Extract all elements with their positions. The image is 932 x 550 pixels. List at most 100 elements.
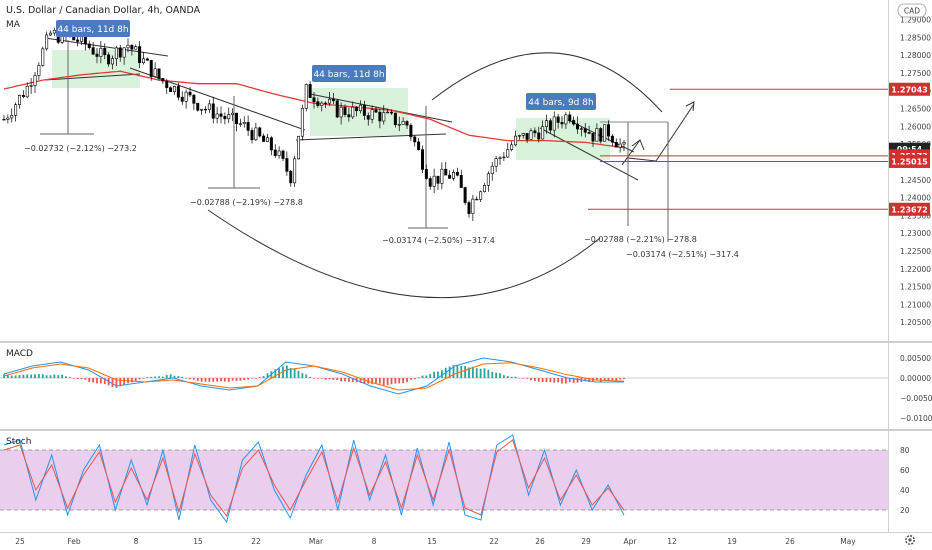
candle — [211, 96, 215, 124]
macd-histogram-bar — [549, 378, 552, 383]
candle — [48, 30, 52, 37]
macd-histogram-bar — [115, 378, 118, 388]
candle-body — [440, 168, 444, 184]
candle-body — [498, 157, 502, 159]
candle — [521, 132, 525, 139]
candle — [207, 99, 211, 113]
candle-body — [397, 124, 401, 126]
candle-body — [575, 123, 579, 130]
macd-histogram-bar — [80, 378, 83, 379]
macd-histogram-bar — [103, 378, 106, 385]
candle — [479, 190, 483, 203]
candle-body — [393, 112, 397, 126]
candle-body — [204, 108, 208, 111]
macd-histogram-bar — [150, 376, 153, 378]
candle-body — [17, 95, 21, 105]
macd-histogram-bar — [158, 376, 160, 378]
time-tick-label: 8 — [372, 537, 377, 546]
candle-body — [603, 124, 607, 142]
time-axis: 25 Feb 8 15 22 Mar 8 15 22 26 29 Apr 12 19 26 May — [15, 537, 856, 546]
macd-histogram-bar — [595, 378, 598, 381]
macd-histogram-bar — [49, 375, 52, 378]
candle-body — [351, 106, 355, 118]
candle-body — [320, 102, 324, 106]
stoch-tick-label: 40 — [900, 486, 910, 495]
candle-body — [41, 48, 45, 66]
candle-body — [475, 198, 479, 201]
arc-upper — [431, 52, 663, 113]
macd-histogram-bar — [611, 378, 614, 381]
macd-histogram-bar — [468, 367, 470, 378]
candle — [149, 60, 153, 81]
time-tick-label: 12 — [667, 537, 677, 546]
candle-body — [564, 114, 568, 125]
measure-label-4: −0.02788 (−2.21%) −278.8 — [584, 235, 697, 244]
price-tick-label: 1.21500 — [900, 283, 931, 292]
candle — [95, 48, 99, 64]
candle-body — [258, 127, 262, 137]
macd-histogram-bar — [76, 378, 79, 380]
candle — [397, 116, 401, 132]
candle-body — [506, 149, 510, 158]
macd-histogram-bar — [239, 378, 242, 381]
candle-body — [29, 85, 33, 87]
macd-histogram-bar — [588, 378, 591, 383]
candle — [192, 94, 196, 111]
candle-body — [568, 114, 572, 121]
gear-icon[interactable] — [905, 535, 915, 545]
candle-body — [335, 100, 339, 118]
candle — [269, 136, 273, 156]
price-tick-label: 1.23500 — [900, 211, 931, 220]
price-badge-text: 1.25015 — [891, 157, 928, 166]
macd-histogram-bar — [231, 378, 234, 381]
candle-body — [153, 68, 157, 77]
macd-tick-label: 0.00000 — [900, 374, 931, 383]
candle-body — [300, 107, 304, 137]
macd-histogram-bar — [344, 378, 346, 382]
time-tick-label: Apr — [624, 537, 638, 546]
trendline-1b — [44, 73, 141, 81]
candle-body — [265, 137, 269, 142]
candle — [490, 162, 494, 181]
candle — [304, 83, 308, 112]
price-badge: 1.25015 — [889, 154, 930, 168]
candle — [223, 112, 227, 125]
stoch-pane-label[interactable]: Stoch — [6, 437, 31, 447]
macd-histogram-bar — [165, 375, 168, 378]
macd-histogram-bar — [313, 378, 315, 379]
pattern-badge-2: 44 bars, 11d 8h — [312, 65, 386, 82]
candle — [471, 195, 475, 221]
price-tick-label: 1.29000 — [900, 16, 931, 25]
candle-body — [459, 174, 463, 188]
ma-indicator-label[interactable]: MA — [6, 20, 21, 30]
candle-body — [103, 47, 107, 56]
price-tick-label: 1.28000 — [900, 51, 931, 60]
macd-histogram-bar — [278, 368, 281, 378]
candle-body — [52, 30, 56, 34]
stoch-d-line — [3, 439, 625, 518]
macd-histogram-bar — [526, 378, 529, 379]
candle-body — [370, 109, 374, 120]
macd-pane-label[interactable]: MACD — [6, 349, 33, 359]
candle — [265, 133, 269, 142]
macd-histogram-bar — [336, 378, 339, 381]
candle-body — [548, 120, 552, 131]
candle-body — [339, 106, 343, 118]
price-badge-bg — [889, 154, 930, 168]
candle-body — [254, 127, 258, 141]
macd-histogram-bar — [266, 373, 269, 378]
time-tick-label: 15 — [193, 537, 203, 546]
macd-histogram-bar — [285, 365, 288, 378]
candle-body — [510, 144, 514, 150]
macd-histogram-bar — [41, 374, 44, 378]
candle-body — [444, 168, 448, 176]
currency-badge[interactable]: CAD — [897, 3, 927, 18]
macd-histogram-bar — [161, 376, 164, 378]
macd-histogram-bar — [340, 378, 343, 382]
trendline-1a — [44, 37, 169, 57]
candle — [308, 81, 312, 98]
candle-body — [324, 102, 328, 105]
candle-body — [180, 96, 184, 102]
